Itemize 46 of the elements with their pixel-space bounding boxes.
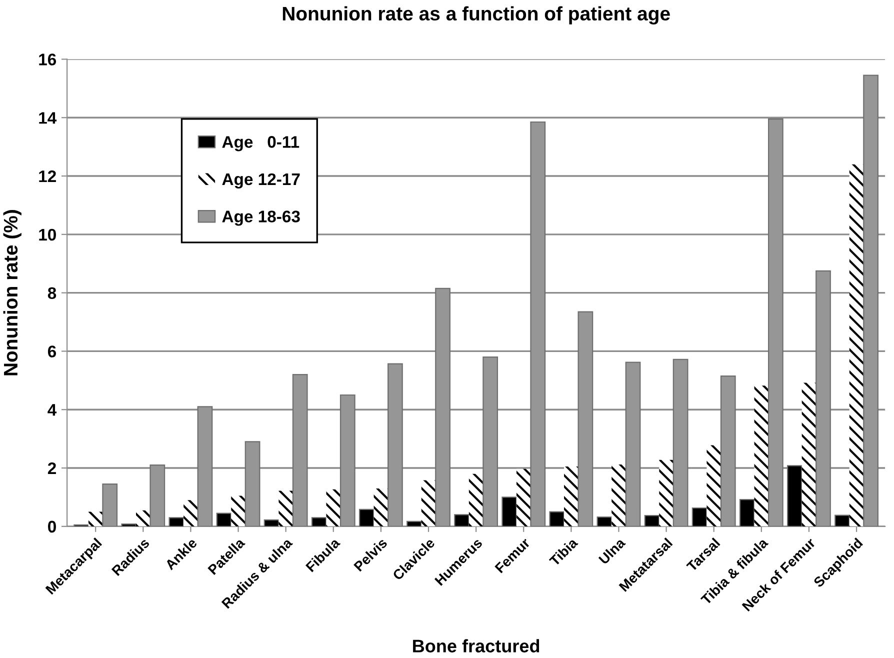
bar	[468, 474, 484, 526]
bar	[692, 507, 708, 526]
chart-title: Nonunion rate as a function of patient age	[282, 6, 670, 24]
bar	[88, 512, 103, 526]
bar	[406, 520, 422, 526]
bar	[454, 514, 470, 526]
bar	[739, 498, 755, 526]
bar	[216, 512, 232, 526]
bar	[612, 464, 626, 526]
y-tick-label: 0	[48, 520, 56, 533]
bar	[311, 517, 327, 526]
x-axis-title: Bone fractured	[413, 639, 540, 652]
bar	[834, 514, 850, 526]
legend-label: Age 18-63	[222, 210, 300, 226]
y-tick-label: 6	[48, 346, 56, 358]
y-tick-label: 2	[48, 462, 56, 474]
bar	[802, 382, 816, 526]
legend-label: Age 12-17	[222, 173, 300, 188]
y-tick-label: 16	[39, 54, 56, 66]
bar	[358, 508, 374, 526]
bar	[706, 445, 721, 526]
y-axis-title: Nonunion rate (%)	[3, 210, 22, 376]
y-tick-label: 10	[39, 228, 56, 241]
y-tick-label: 12	[39, 170, 56, 182]
bar	[326, 489, 341, 526]
bar	[644, 515, 660, 526]
bar	[754, 386, 769, 526]
bar	[421, 480, 436, 526]
y-tick-label: 8	[48, 287, 56, 300]
bar	[136, 510, 150, 526]
bar	[659, 460, 674, 526]
bar	[502, 496, 518, 526]
bar	[787, 465, 802, 526]
y-tick-label: 14	[39, 112, 57, 124]
y-tick-label: 4	[48, 404, 57, 416]
bar	[374, 488, 388, 526]
bar	[549, 511, 565, 526]
bar	[516, 468, 531, 526]
bar	[564, 466, 578, 526]
bar	[278, 490, 293, 526]
bar	[184, 500, 198, 526]
bar	[849, 164, 864, 526]
bar	[231, 496, 246, 526]
legend-label: Age 0-11	[222, 136, 300, 152]
bar	[596, 516, 612, 526]
bar	[168, 517, 184, 526]
